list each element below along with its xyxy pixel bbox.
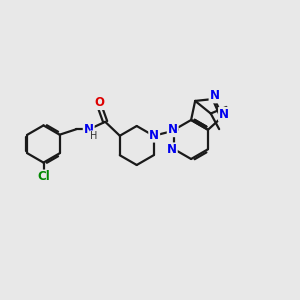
Text: N: N <box>84 123 94 136</box>
Text: N: N <box>168 123 178 136</box>
Text: N: N <box>149 129 159 142</box>
Text: N: N <box>219 108 229 121</box>
Text: Cl: Cl <box>37 170 50 184</box>
Text: N: N <box>167 143 177 156</box>
Text: H: H <box>90 131 98 141</box>
Text: O: O <box>95 96 105 109</box>
Text: N: N <box>209 89 220 102</box>
